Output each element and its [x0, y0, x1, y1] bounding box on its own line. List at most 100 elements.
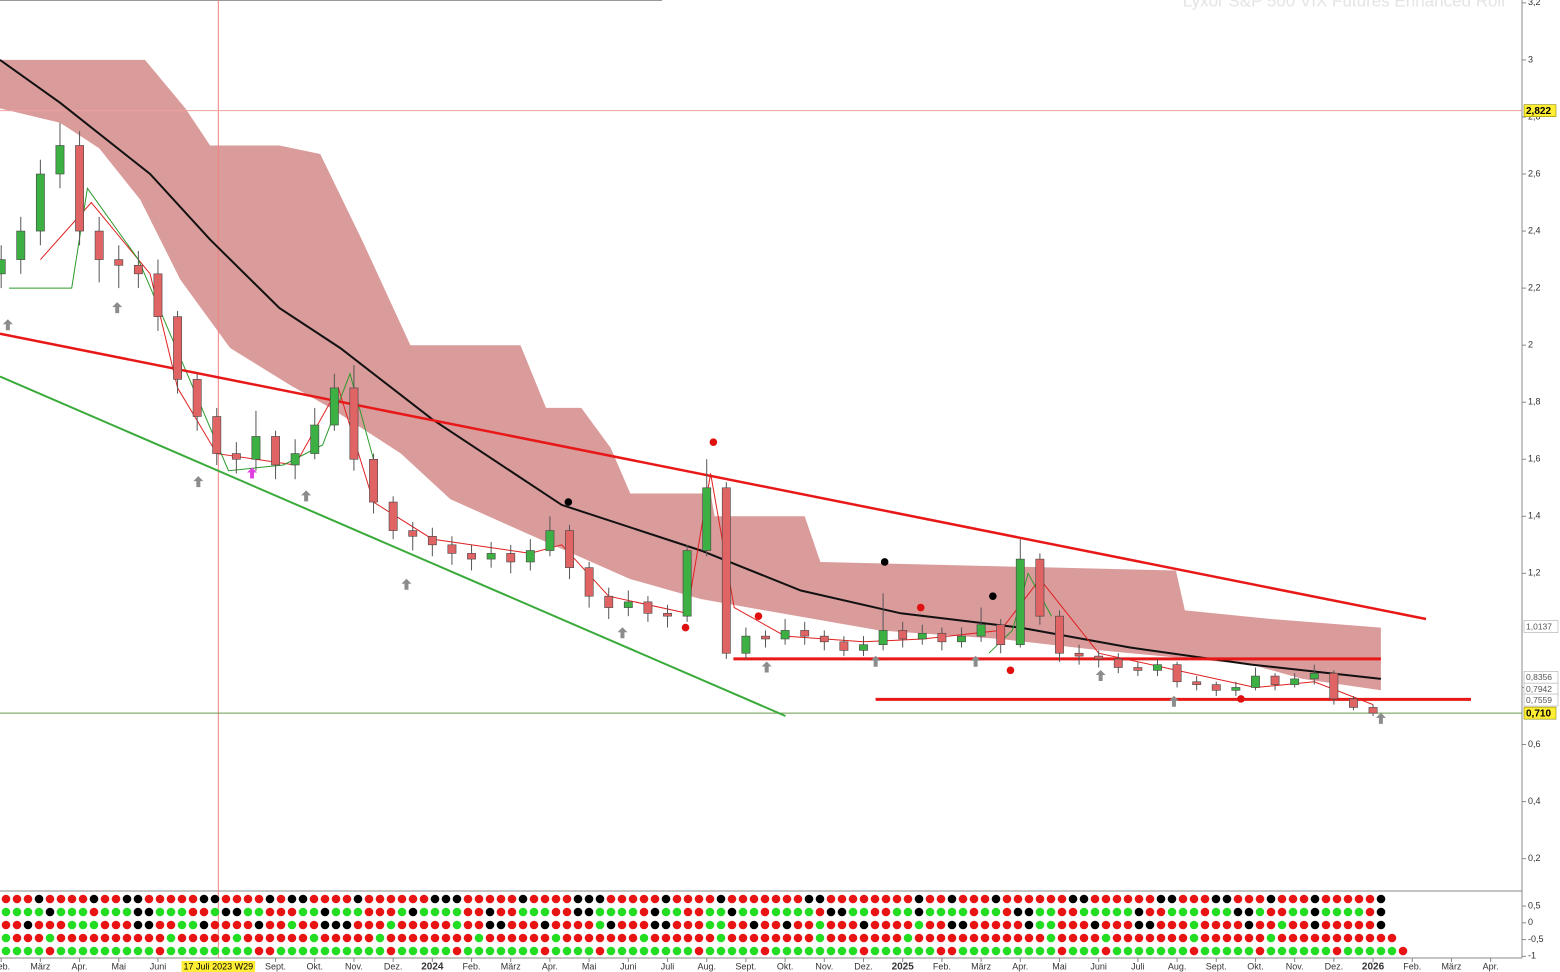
- indicator-dot: [1, 946, 11, 956]
- indicator-dot: [804, 907, 814, 917]
- overlay-line: [0, 332, 1427, 621]
- indicator-dot: [771, 946, 781, 956]
- indicator-dot: [133, 907, 143, 917]
- indicator-dot: [1013, 920, 1023, 930]
- candle-body: [604, 595, 614, 608]
- indicator-dot: [144, 907, 154, 917]
- indicator-dot: [474, 933, 484, 943]
- indicator-dot: [1222, 933, 1232, 943]
- candle-body: [859, 644, 868, 651]
- indicator-dot: [1090, 907, 1100, 917]
- indicator-dot: [111, 933, 121, 943]
- indicator-dot: [12, 907, 22, 917]
- indicator-dot: [1321, 907, 1331, 917]
- indicator-dot: [210, 933, 220, 943]
- indicator-dot: [1, 907, 11, 917]
- indicator-dot: [1167, 907, 1177, 917]
- indicator-dot: [628, 907, 638, 917]
- indicator-dot: [1343, 894, 1353, 904]
- indicator-dot: [452, 920, 462, 930]
- x-tick-label: Feb.: [1403, 961, 1421, 971]
- indicator-dot: [1079, 907, 1089, 917]
- indicator-dot: [639, 920, 649, 930]
- indicator-dot: [1332, 920, 1342, 930]
- indicator-dot: [408, 907, 418, 917]
- candle-body: [1309, 672, 1319, 680]
- signal-dot: [754, 612, 763, 620]
- indicator-dot: [606, 907, 616, 917]
- indicator-dot: [12, 894, 22, 904]
- indicator-dot: [1178, 907, 1188, 917]
- indicator-dot: [848, 907, 858, 917]
- indicator-dot: [89, 946, 99, 956]
- indicator-dot: [34, 933, 44, 943]
- indicator-dot: [1299, 946, 1309, 956]
- indicator-dot: [848, 894, 858, 904]
- indicator-dot: [1, 894, 11, 904]
- indicator-dot: [595, 907, 605, 917]
- indicator-dot: [353, 907, 363, 917]
- candle-body: [290, 453, 300, 466]
- indicator-dot: [639, 894, 649, 904]
- signal-arrow: [112, 302, 123, 314]
- indicator-dot: [441, 946, 451, 956]
- indicator-dot: [947, 933, 957, 943]
- indicator-dot: [232, 933, 242, 943]
- indicator-dot: [232, 920, 242, 930]
- indicator-dot: [727, 894, 737, 904]
- indicator-dot: [353, 946, 363, 956]
- indicator-dot: [364, 894, 374, 904]
- indicator-dot: [1101, 933, 1111, 943]
- indicator-dot: [804, 894, 814, 904]
- indicator-dot: [1277, 920, 1287, 930]
- candle-body: [819, 635, 829, 643]
- indicator-dot: [243, 920, 253, 930]
- indicator-dot: [727, 946, 737, 956]
- candle-body: [388, 501, 398, 531]
- candle-body: [212, 416, 222, 454]
- indicator-dot: [1288, 894, 1298, 904]
- candle-body: [525, 550, 535, 563]
- indicator-dot: [507, 907, 517, 917]
- indicator-dot: [1123, 933, 1133, 943]
- indicator-dot: [298, 907, 308, 917]
- indicator-dot: [100, 933, 110, 943]
- indicator-dot: [837, 933, 847, 943]
- indicator-dot: [694, 907, 704, 917]
- indicator-dot: [1178, 920, 1188, 930]
- indicator-dot: [133, 946, 143, 956]
- indicator-dot: [1211, 894, 1221, 904]
- candle-body: [917, 632, 927, 640]
- signal-arrow: [1375, 712, 1386, 724]
- indicator-dot: [375, 907, 385, 917]
- candle-body: [94, 230, 104, 260]
- y-tick-label: 3,2: [1528, 0, 1541, 7]
- indicator-dot: [1145, 920, 1155, 930]
- indicator-dot: [1299, 920, 1309, 930]
- indicator-dot: [1376, 894, 1386, 904]
- indicator-dot: [430, 907, 440, 917]
- indicator-dot: [100, 946, 110, 956]
- price-label-box: [1523, 104, 1557, 117]
- indicator-dot: [1090, 920, 1100, 930]
- indicator-dot: [1002, 920, 1012, 930]
- indicator-dot: [771, 894, 781, 904]
- indicator-dot: [1112, 946, 1122, 956]
- candle-body: [1349, 698, 1358, 708]
- indicator-dot: [287, 894, 297, 904]
- signal-dot: [916, 603, 925, 612]
- indicator-dot: [78, 907, 88, 917]
- indicator-dot: [518, 920, 528, 930]
- indicator-dot: [804, 946, 814, 956]
- indicator-dot: [936, 946, 946, 956]
- indicator-dot: [1178, 894, 1188, 904]
- indicator-dot: [903, 920, 913, 930]
- indicator-dot: [661, 933, 671, 943]
- indicator-dot: [848, 933, 858, 943]
- indicator-dot: [1057, 933, 1067, 943]
- indicator-dot: [617, 946, 627, 956]
- indicator-dot: [1387, 946, 1397, 956]
- indicator-dot: [397, 894, 407, 904]
- indicator-dot: [540, 933, 550, 943]
- indicator-dot: [386, 894, 396, 904]
